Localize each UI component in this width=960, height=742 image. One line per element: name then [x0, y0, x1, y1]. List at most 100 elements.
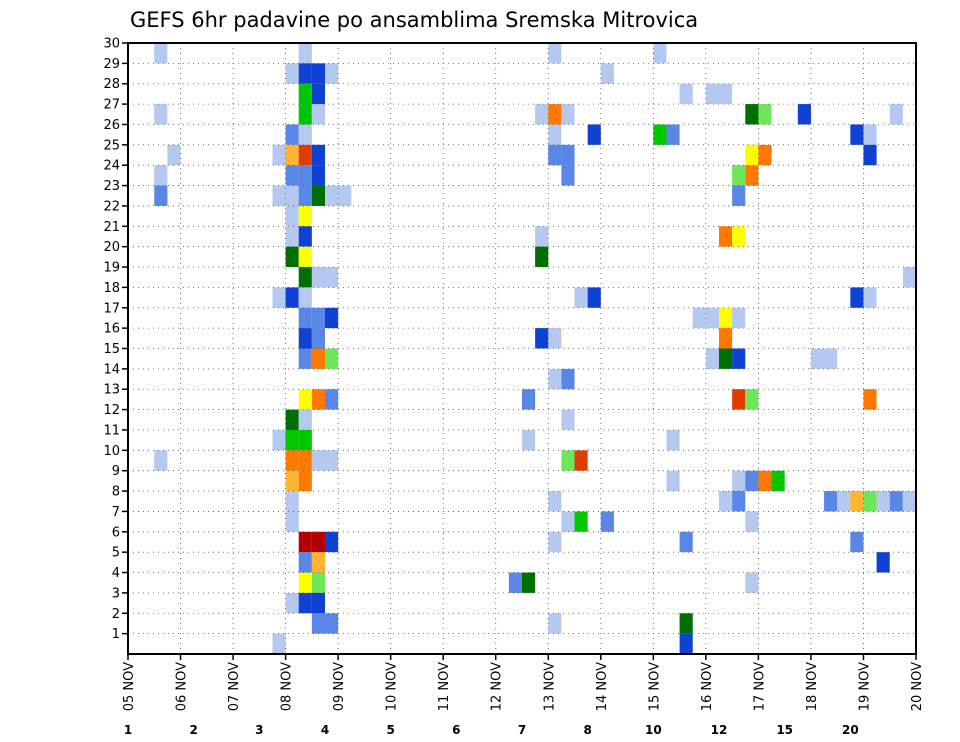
heatmap-cell: [311, 185, 325, 206]
heatmap-cell: [824, 348, 838, 369]
heatmap-cell: [863, 287, 877, 308]
heatmap-cells: [154, 43, 916, 654]
y-tick-label: 20: [103, 240, 120, 255]
heatmap-cell: [272, 287, 286, 308]
colorbar-label: 4: [321, 723, 329, 737]
heatmap-cell: [548, 328, 562, 349]
heatmap-cell: [311, 307, 325, 329]
heatmap-cell: [745, 389, 759, 410]
heatmap-cell: [298, 531, 312, 553]
heatmap-cell: [311, 165, 325, 186]
heatmap-cell: [285, 144, 299, 166]
heatmap-cell: [902, 491, 916, 512]
heatmap-cell: [679, 613, 693, 634]
heatmap-cell: [732, 165, 746, 186]
heatmap-cell: [745, 470, 759, 492]
heatmap-cell: [311, 63, 325, 84]
x-tick-label: 11 NOV: [437, 662, 452, 711]
heatmap-cell: [758, 144, 772, 166]
heatmap-cell: [548, 491, 562, 512]
y-tick-label: 25: [103, 138, 120, 153]
heatmap-cell: [666, 124, 680, 145]
heatmap-cell: [298, 185, 312, 206]
colorbar-label: 1: [124, 723, 132, 737]
colorbar-label: 7: [518, 723, 526, 737]
heatmap-cell: [325, 450, 339, 471]
heatmap-cell: [535, 246, 549, 268]
heatmap-cell: [338, 185, 352, 206]
y-tick-label: 19: [103, 261, 120, 276]
x-tick-label: 09 NOV: [332, 662, 347, 711]
y-tick-label: 10: [103, 444, 120, 459]
x-tick-label: 05 NOV: [122, 662, 137, 711]
heatmap-cell: [548, 613, 562, 634]
heatmap-cell: [850, 287, 864, 308]
colorbar-label: 5: [386, 723, 394, 737]
y-tick-label: 30: [103, 37, 120, 52]
heatmap-cell: [679, 531, 693, 553]
heatmap-cell: [666, 470, 680, 492]
heatmap-cell: [285, 165, 299, 186]
y-tick-label: 29: [103, 57, 120, 72]
heatmap-cell: [535, 226, 549, 247]
heatmap-cell: [298, 246, 312, 268]
heatmap-cell: [298, 267, 312, 288]
x-tick-label: 07 NOV: [227, 662, 242, 711]
heatmap-cell: [561, 144, 575, 166]
heatmap-cell: [298, 83, 312, 105]
x-tick-label: 13 NOV: [542, 662, 557, 711]
heatmap-cell: [666, 429, 680, 451]
heatmap-cell: [298, 389, 312, 410]
heatmap-cell: [311, 144, 325, 166]
heatmap-cell: [311, 83, 325, 105]
heatmap-cell: [561, 450, 575, 471]
x-tick-label: 14 NOV: [595, 662, 610, 711]
heatmap-cell: [311, 592, 325, 614]
heatmap-cell: [325, 613, 339, 634]
heatmap-cell: [561, 511, 575, 532]
heatmap-cell: [522, 389, 536, 410]
heatmap-cell: [311, 267, 325, 288]
heatmap-cell: [325, 531, 339, 553]
heatmap-cell: [285, 491, 299, 512]
heatmap-cell: [154, 450, 168, 471]
heatmap-cell: [522, 429, 536, 451]
x-tick-label: 15 NOV: [647, 662, 662, 711]
heatmap-cell: [758, 104, 772, 125]
heatmap-cell: [850, 491, 864, 512]
heatmap-cell: [285, 450, 299, 471]
heatmap-cell: [732, 491, 746, 512]
heatmap-cell: [561, 104, 575, 125]
y-tick-label: 26: [103, 118, 120, 133]
y-tick-label: 11: [103, 423, 120, 438]
heatmap-cell: [325, 185, 339, 206]
heatmap-cell: [154, 185, 168, 206]
heatmap-cell: [154, 104, 168, 125]
heatmap-cell: [587, 287, 601, 308]
heatmap-cell: [771, 470, 785, 492]
y-tick-label: 14: [103, 362, 120, 377]
colorbar-label: 20: [842, 723, 859, 737]
heatmap-cell: [285, 470, 299, 492]
heatmap-cell: [298, 470, 312, 492]
heatmap-cell: [745, 144, 759, 166]
heatmap-cell: [522, 572, 536, 593]
heatmap-cell: [298, 205, 312, 227]
heatmap-cell: [863, 144, 877, 166]
heatmap-cell: [863, 491, 877, 512]
x-tick-label: 18 NOV: [805, 662, 820, 711]
heatmap-cell: [574, 450, 588, 471]
heatmap-cell: [889, 104, 903, 125]
heatmap-cell: [298, 287, 312, 308]
heatmap-cell: [298, 348, 312, 369]
heatmap-cell: [272, 429, 286, 451]
y-tick-label: 22: [103, 199, 120, 214]
y-tick-label: 12: [103, 403, 120, 418]
heatmap-cell: [719, 226, 733, 247]
heatmap-cell: [548, 104, 562, 125]
heatmap-cell: [719, 307, 733, 329]
heatmap-cell: [876, 491, 890, 512]
heatmap-cell: [154, 43, 168, 64]
heatmap-cell: [298, 429, 312, 451]
heatmap-cell: [298, 450, 312, 471]
